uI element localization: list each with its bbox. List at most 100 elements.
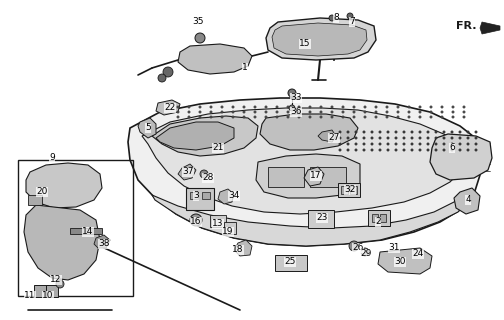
Text: 3: 3 (193, 191, 199, 201)
Circle shape (443, 149, 445, 151)
Circle shape (379, 131, 381, 133)
Circle shape (451, 149, 453, 151)
Circle shape (232, 106, 234, 108)
Circle shape (342, 116, 344, 118)
Circle shape (298, 116, 300, 118)
Circle shape (339, 149, 341, 151)
Polygon shape (156, 122, 234, 150)
Circle shape (419, 143, 421, 145)
Polygon shape (266, 18, 376, 60)
Circle shape (371, 137, 373, 139)
Circle shape (364, 111, 366, 113)
Polygon shape (234, 240, 252, 256)
Circle shape (329, 15, 335, 21)
Text: 37: 37 (182, 167, 194, 177)
Circle shape (371, 143, 373, 145)
Circle shape (411, 137, 413, 139)
Circle shape (276, 111, 278, 113)
Polygon shape (272, 23, 367, 56)
Circle shape (459, 131, 461, 133)
Circle shape (347, 143, 349, 145)
Circle shape (435, 131, 437, 133)
Circle shape (347, 149, 349, 151)
Circle shape (441, 111, 443, 113)
Circle shape (475, 137, 477, 139)
Circle shape (342, 111, 344, 113)
Bar (368, 210, 390, 226)
Circle shape (210, 111, 212, 113)
Circle shape (427, 149, 429, 151)
Text: 30: 30 (394, 258, 406, 267)
Circle shape (430, 116, 432, 118)
Circle shape (243, 111, 245, 113)
Circle shape (452, 106, 454, 108)
Circle shape (443, 131, 445, 133)
Circle shape (331, 116, 333, 118)
Circle shape (339, 131, 341, 133)
Circle shape (403, 137, 405, 139)
Bar (202, 192, 210, 199)
Circle shape (397, 111, 399, 113)
Circle shape (435, 137, 437, 139)
Circle shape (195, 33, 205, 43)
Circle shape (451, 137, 453, 139)
Text: 21: 21 (212, 143, 224, 153)
Circle shape (387, 143, 389, 145)
Circle shape (386, 111, 388, 113)
Circle shape (467, 137, 469, 139)
Text: 10: 10 (42, 292, 54, 300)
Bar (310, 167, 346, 187)
Circle shape (188, 106, 190, 108)
Bar (372, 214, 378, 222)
Circle shape (395, 143, 397, 145)
Circle shape (287, 111, 289, 113)
Circle shape (408, 111, 410, 113)
Circle shape (56, 280, 64, 288)
Text: 34: 34 (228, 191, 240, 201)
Text: 19: 19 (222, 228, 234, 236)
Circle shape (430, 111, 432, 113)
Circle shape (459, 149, 461, 151)
Circle shape (355, 131, 357, 133)
Circle shape (463, 116, 465, 118)
Bar (46, 285, 58, 297)
Polygon shape (454, 188, 480, 214)
Text: 6: 6 (449, 143, 455, 153)
Circle shape (309, 111, 311, 113)
Circle shape (475, 143, 477, 145)
Circle shape (254, 106, 256, 108)
Circle shape (441, 106, 443, 108)
Circle shape (190, 214, 202, 226)
Polygon shape (260, 114, 358, 150)
Bar (28, 195, 42, 205)
Bar (190, 192, 198, 199)
Circle shape (355, 137, 357, 139)
Polygon shape (378, 248, 432, 274)
Circle shape (163, 67, 173, 77)
Bar (341, 186, 348, 194)
Circle shape (200, 170, 208, 178)
Circle shape (331, 106, 333, 108)
Circle shape (363, 143, 365, 145)
Circle shape (452, 116, 454, 118)
Polygon shape (178, 44, 252, 74)
Circle shape (254, 111, 256, 113)
Circle shape (339, 137, 341, 139)
Text: 35: 35 (192, 18, 204, 27)
Circle shape (287, 116, 289, 118)
Bar (18, 160, 133, 296)
Bar (186, 188, 214, 210)
Circle shape (361, 248, 369, 256)
Text: 38: 38 (98, 239, 110, 249)
Polygon shape (318, 130, 336, 142)
Bar (268, 167, 304, 187)
Circle shape (210, 116, 212, 118)
Circle shape (288, 89, 296, 97)
Text: 9: 9 (49, 154, 55, 163)
Text: 32: 32 (344, 186, 356, 195)
Circle shape (386, 116, 388, 118)
Circle shape (387, 149, 389, 151)
Circle shape (289, 105, 295, 111)
Text: 31: 31 (388, 244, 400, 252)
Circle shape (320, 116, 322, 118)
